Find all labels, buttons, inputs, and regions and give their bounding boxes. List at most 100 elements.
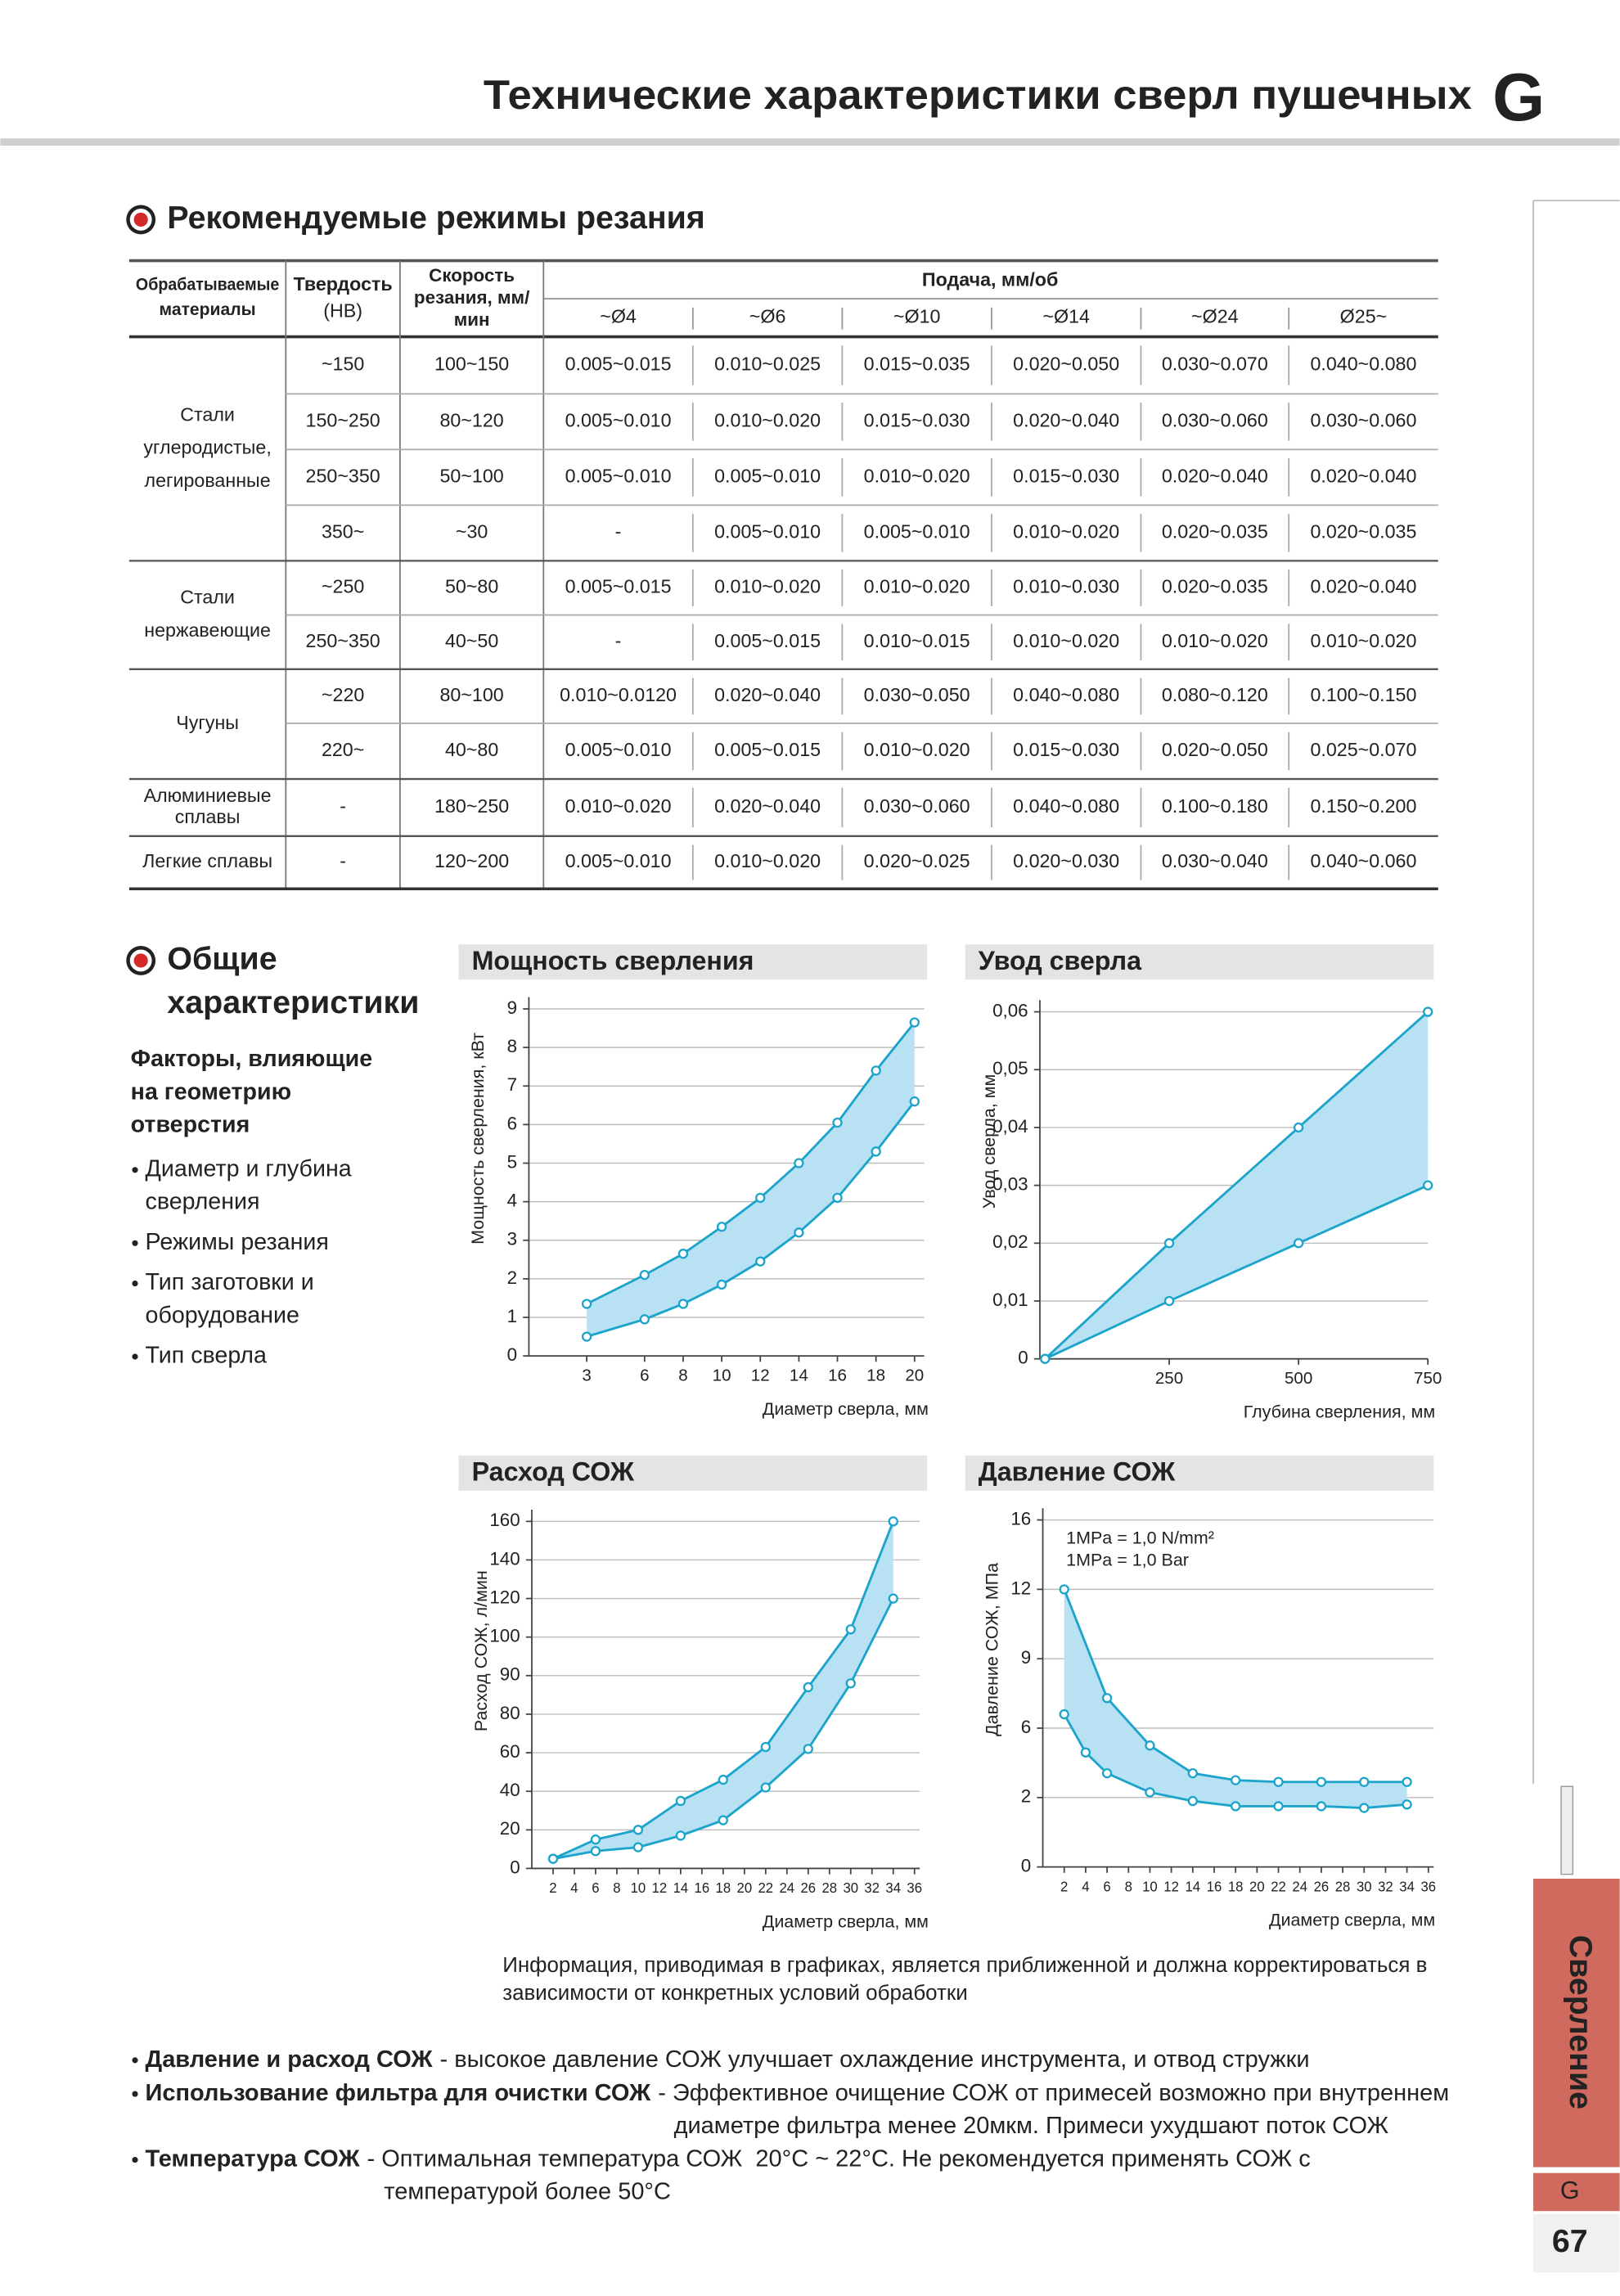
chart-title-bar [965, 944, 1434, 980]
x-tick-label: 30 [1357, 1878, 1372, 1894]
section-title: Рекомендуемые режимы резания [167, 200, 704, 236]
table-cell: 0.020~0.040 [714, 795, 821, 817]
series-line [1044, 1011, 1429, 1360]
table-cell: 0.030~0.070 [1162, 353, 1268, 375]
x-tick-label: 34 [885, 1880, 901, 1896]
data-point [803, 1744, 813, 1754]
factor: сверления [146, 1189, 260, 1215]
table-cell: 0.040~0.060 [1310, 850, 1416, 871]
table-cell: ~250 [322, 576, 364, 597]
data-point [1040, 1353, 1051, 1364]
x-tick-label: 20 [905, 1366, 924, 1385]
data-point [716, 1279, 727, 1290]
section-icon [133, 212, 148, 227]
table-cell: 0.100~0.180 [1162, 795, 1268, 817]
table-cell: 0.030~0.060 [1162, 410, 1268, 431]
x-tick-label: 12 [751, 1366, 770, 1385]
table-material: Легкие сплавы [142, 850, 272, 871]
y-tick-label: 60 [500, 1741, 520, 1762]
y-tick-label: 140 [489, 1548, 520, 1569]
x-tick-label: 22 [758, 1880, 774, 1896]
table-header: ~Ø4 [600, 305, 637, 326]
table-cell: 0.010~0.020 [864, 576, 970, 597]
factor: оборудование [146, 1302, 299, 1328]
chart-title: Увод сверла [979, 946, 1142, 975]
table-cell: 250~350 [306, 466, 380, 487]
note-term: Давление и расход СОЖ [146, 2046, 434, 2073]
x-axis-label: Глубина сверления, мм [1244, 1402, 1435, 1422]
y-tick-label: 0,04 [992, 1116, 1028, 1137]
x-tick-label: 28 [1335, 1878, 1351, 1894]
data-point [1059, 1584, 1069, 1595]
table-cell: 0.040~0.080 [1013, 684, 1119, 705]
x-tick-label: 8 [1125, 1878, 1132, 1894]
chart-title: Мощность сверления [472, 946, 754, 975]
x-tick-label: 20 [1249, 1878, 1265, 1894]
data-point [1316, 1776, 1327, 1787]
table-cell: 0.020~0.035 [1310, 521, 1416, 542]
chart-annotation: 1MPa = 1,0 Bar [1066, 1550, 1189, 1569]
x-tick-label: 10 [1142, 1878, 1158, 1894]
data-point [675, 1795, 686, 1807]
y-tick-label: 4 [507, 1191, 517, 1211]
section-letter: G [1492, 60, 1545, 135]
y-tick-label: 0,05 [992, 1058, 1028, 1078]
bullet [132, 2156, 138, 2163]
y-tick-label: 0,06 [992, 1000, 1028, 1020]
y-tick-label: 100 [489, 1626, 520, 1646]
table-material: Алюминиевые [144, 785, 272, 806]
chart-annotation: 1MPa = 1,0 N/mm² [1066, 1528, 1214, 1547]
table-cell: 0.010~0.025 [714, 353, 821, 375]
table-cell: 0.010~0.020 [714, 410, 821, 431]
factor: Тип сверла [146, 1343, 267, 1369]
section-title: характеристики [167, 984, 419, 1020]
table-cell: 0.010~0.020 [864, 739, 970, 760]
table-cell: 0.005~0.010 [864, 521, 970, 542]
x-axis-label: Диаметр сверла, мм [763, 1399, 929, 1419]
data-point [1187, 1767, 1198, 1779]
factor: Диаметр и глубина [146, 1155, 352, 1182]
note-text: - Оптимальная температура СОЖ 20°C ~ 22°… [367, 2145, 1310, 2172]
table-header: резания, мм/ [414, 287, 529, 308]
table-cell: - [340, 850, 346, 871]
note: Температура СОЖ - Оптимальная температура… [146, 2145, 1311, 2172]
y-tick-label: 40 [500, 1780, 520, 1800]
data-point [1402, 1776, 1412, 1787]
x-tick-label: 4 [570, 1880, 578, 1896]
x-axis-label: Диаметр сверла, мм [1269, 1911, 1435, 1930]
range-fill [552, 1521, 893, 1859]
data-point [639, 1269, 650, 1281]
x-tick-label: 2 [1060, 1878, 1068, 1894]
table-material: нержавеющие [144, 619, 271, 641]
table-cell: 40~80 [445, 739, 498, 760]
table-cell: 0.005~0.015 [714, 630, 821, 651]
x-tick-label: 18 [1228, 1878, 1244, 1894]
x-tick-label: 14 [1186, 1878, 1201, 1894]
table-cell: 0.020~0.050 [1162, 739, 1268, 760]
table-cell: 0.010~0.020 [565, 795, 672, 817]
y-tick-label: 1 [507, 1306, 517, 1326]
section-icon [133, 953, 148, 968]
data-point [718, 1815, 729, 1826]
chart-title: Расход СОЖ [472, 1457, 635, 1487]
table-cell: ~150 [322, 353, 364, 375]
table-header: ~Ø10 [893, 305, 941, 326]
note-term: Температура СОЖ [146, 2145, 361, 2172]
data-point [1145, 1787, 1155, 1798]
table-cell: 0.100~0.150 [1310, 684, 1416, 705]
y-tick-label: 0 [510, 1857, 520, 1877]
data-point [1293, 1238, 1304, 1249]
table-cell: 0.015~0.030 [1013, 466, 1119, 487]
x-tick-label: 2 [549, 1880, 556, 1896]
data-point [888, 1516, 898, 1527]
sidebar-letter: G [1560, 2177, 1580, 2204]
table-material: Стали [180, 403, 235, 425]
table-cell: 0.005~0.015 [714, 739, 821, 760]
data-point [1359, 1776, 1370, 1787]
table-cell: 0.020~0.040 [1310, 466, 1416, 487]
note: Давление и расход СОЖ - высокое давление … [146, 2046, 1310, 2073]
y-axis-label: Увод сверла, мм [979, 1074, 999, 1209]
y-axis-label: Давление СОЖ, МПа [982, 1563, 1001, 1736]
x-tick-label: 6 [640, 1366, 649, 1385]
